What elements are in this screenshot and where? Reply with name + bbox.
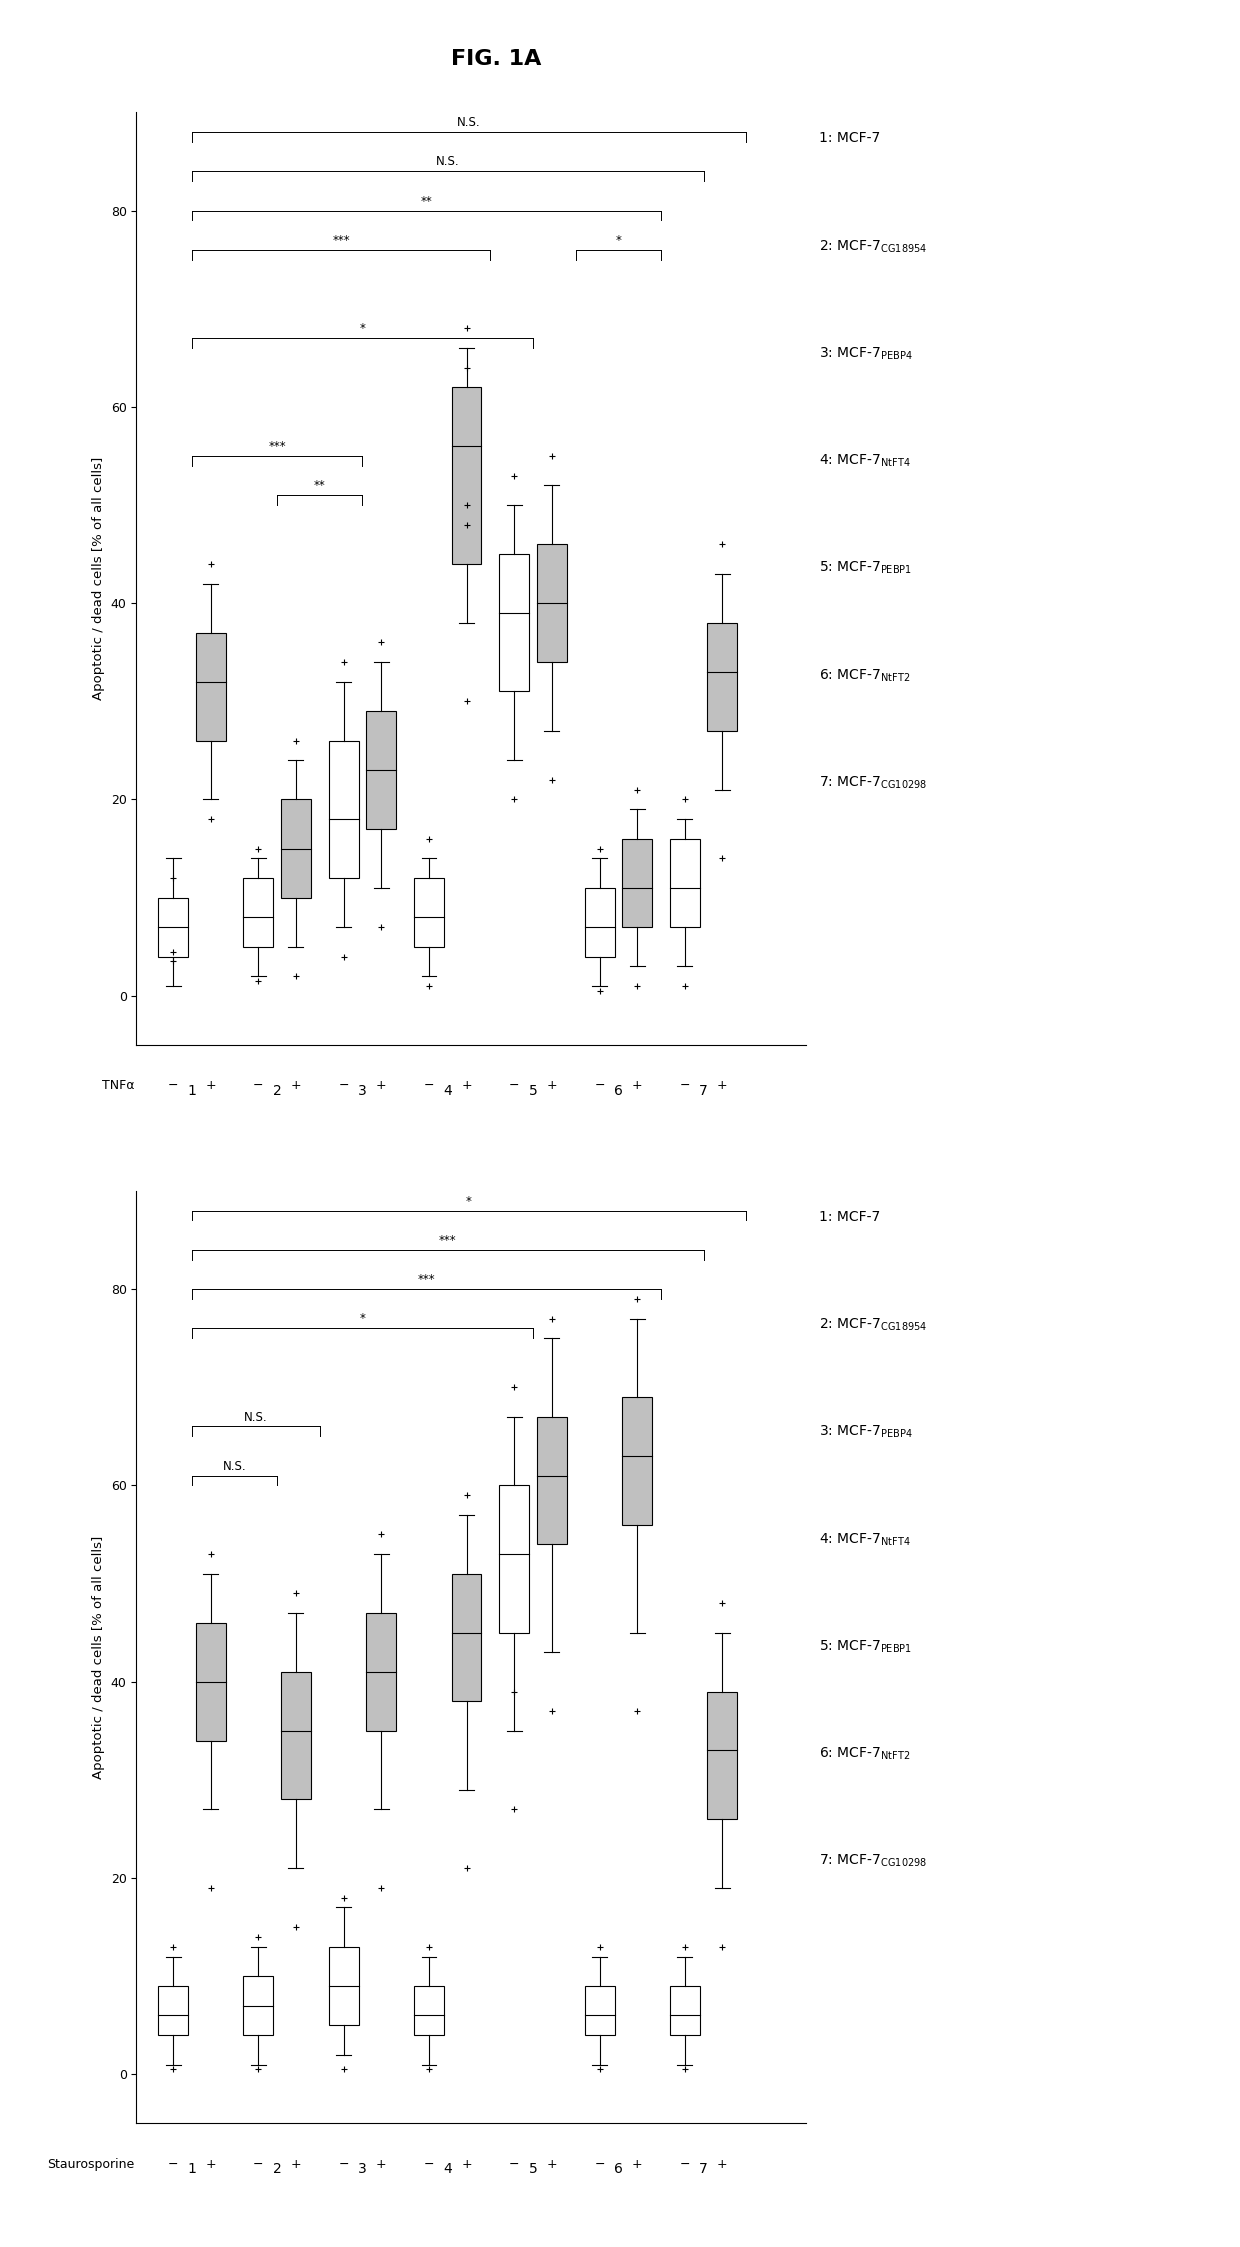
- Text: ***: ***: [332, 234, 350, 247]
- Bar: [584, 1986, 615, 2036]
- Bar: [584, 888, 615, 957]
- Bar: [243, 879, 273, 946]
- Text: ***: ***: [268, 440, 286, 454]
- Bar: [196, 1622, 226, 1741]
- Text: 5: MCF-7$_\mathregular{PEBP1}$: 5: MCF-7$_\mathregular{PEBP1}$: [820, 560, 913, 575]
- Text: 1: MCF-7: 1: MCF-7: [820, 130, 880, 146]
- Text: −: −: [510, 1079, 520, 1092]
- Bar: [329, 742, 358, 879]
- Text: 1: MCF-7: 1: MCF-7: [820, 1209, 880, 1225]
- Bar: [366, 710, 396, 829]
- Bar: [500, 1485, 529, 1634]
- Text: +: +: [717, 1079, 728, 1092]
- Bar: [670, 838, 699, 928]
- Text: Staurosporine: Staurosporine: [47, 2157, 135, 2171]
- Y-axis label: Apoptotic / dead cells [% of all cells]: Apoptotic / dead cells [% of all cells]: [92, 1535, 105, 1780]
- Bar: [537, 1416, 567, 1544]
- Text: **: **: [314, 479, 326, 492]
- Bar: [159, 897, 188, 957]
- Bar: [500, 555, 529, 692]
- Text: −: −: [424, 1079, 434, 1092]
- Bar: [281, 1672, 311, 1800]
- Text: *: *: [360, 1312, 366, 1326]
- Text: 2: MCF-7$_\mathregular{CG18954}$: 2: MCF-7$_\mathregular{CG18954}$: [820, 1317, 928, 1332]
- Text: +: +: [547, 2157, 557, 2171]
- Text: 2: MCF-7$_\mathregular{CG18954}$: 2: MCF-7$_\mathregular{CG18954}$: [820, 238, 928, 254]
- Text: +: +: [376, 2157, 387, 2171]
- Text: +: +: [376, 1079, 387, 1092]
- Bar: [414, 1986, 444, 2036]
- Text: 3: MCF-7$_\mathregular{PEBP4}$: 3: MCF-7$_\mathregular{PEBP4}$: [820, 346, 913, 362]
- Text: 6: MCF-7$_\mathregular{NtFT2}$: 6: MCF-7$_\mathregular{NtFT2}$: [820, 667, 910, 683]
- Bar: [366, 1613, 396, 1730]
- Bar: [281, 800, 311, 897]
- Text: +: +: [290, 1079, 301, 1092]
- Text: −: −: [253, 2157, 264, 2171]
- Text: *: *: [360, 321, 366, 335]
- Bar: [708, 622, 738, 730]
- Bar: [243, 1975, 273, 2036]
- Text: 5: MCF-7$_\mathregular{PEBP1}$: 5: MCF-7$_\mathregular{PEBP1}$: [820, 1638, 913, 1654]
- Text: **: **: [420, 195, 433, 207]
- Bar: [451, 386, 481, 564]
- Text: 4: MCF-7$_\mathregular{NtFT4}$: 4: MCF-7$_\mathregular{NtFT4}$: [820, 1530, 911, 1548]
- Bar: [670, 1986, 699, 2036]
- Text: −: −: [680, 2157, 691, 2171]
- Bar: [196, 634, 226, 742]
- Text: FIG. 1A: FIG. 1A: [451, 49, 541, 70]
- Text: N.S.: N.S.: [223, 1461, 247, 1472]
- Text: +: +: [717, 2157, 728, 2171]
- Text: 7: MCF-7$_\mathregular{CG10298}$: 7: MCF-7$_\mathregular{CG10298}$: [820, 1854, 928, 1870]
- Text: −: −: [253, 1079, 264, 1092]
- Text: 4: MCF-7$_\mathregular{NtFT4}$: 4: MCF-7$_\mathregular{NtFT4}$: [820, 452, 911, 470]
- Text: N.S.: N.S.: [436, 155, 460, 169]
- Y-axis label: Apoptotic / dead cells [% of all cells]: Apoptotic / dead cells [% of all cells]: [92, 456, 105, 701]
- Text: −: −: [424, 2157, 434, 2171]
- Bar: [451, 1573, 481, 1701]
- Text: +: +: [547, 1079, 557, 1092]
- Text: TNFα: TNFα: [102, 1079, 135, 1092]
- Bar: [329, 1946, 358, 2025]
- Text: N.S.: N.S.: [244, 1411, 268, 1425]
- Text: ***: ***: [418, 1274, 435, 1285]
- Text: *: *: [466, 1195, 472, 1207]
- Text: +: +: [206, 2157, 216, 2171]
- Text: +: +: [461, 2157, 472, 2171]
- Text: *: *: [615, 234, 621, 247]
- Text: −: −: [510, 2157, 520, 2171]
- Text: 3: MCF-7$_\mathregular{PEBP4}$: 3: MCF-7$_\mathregular{PEBP4}$: [820, 1425, 913, 1440]
- Bar: [622, 838, 652, 928]
- Text: N.S.: N.S.: [458, 117, 481, 128]
- Bar: [708, 1692, 738, 1820]
- Bar: [414, 879, 444, 946]
- Bar: [622, 1398, 652, 1526]
- Text: +: +: [632, 2157, 642, 2171]
- Text: 7: MCF-7$_\mathregular{CG10298}$: 7: MCF-7$_\mathregular{CG10298}$: [820, 775, 928, 791]
- Text: +: +: [461, 1079, 472, 1092]
- Bar: [159, 1986, 188, 2036]
- Text: −: −: [594, 1079, 605, 1092]
- Text: −: −: [167, 2157, 179, 2171]
- Bar: [537, 544, 567, 663]
- Text: −: −: [680, 1079, 691, 1092]
- Text: −: −: [339, 1079, 348, 1092]
- Text: −: −: [167, 1079, 179, 1092]
- Text: +: +: [290, 2157, 301, 2171]
- Text: +: +: [206, 1079, 216, 1092]
- Text: −: −: [339, 2157, 348, 2171]
- Text: +: +: [632, 1079, 642, 1092]
- Text: ***: ***: [439, 1234, 456, 1247]
- Text: −: −: [594, 2157, 605, 2171]
- Text: 6: MCF-7$_\mathregular{NtFT2}$: 6: MCF-7$_\mathregular{NtFT2}$: [820, 1746, 910, 1762]
